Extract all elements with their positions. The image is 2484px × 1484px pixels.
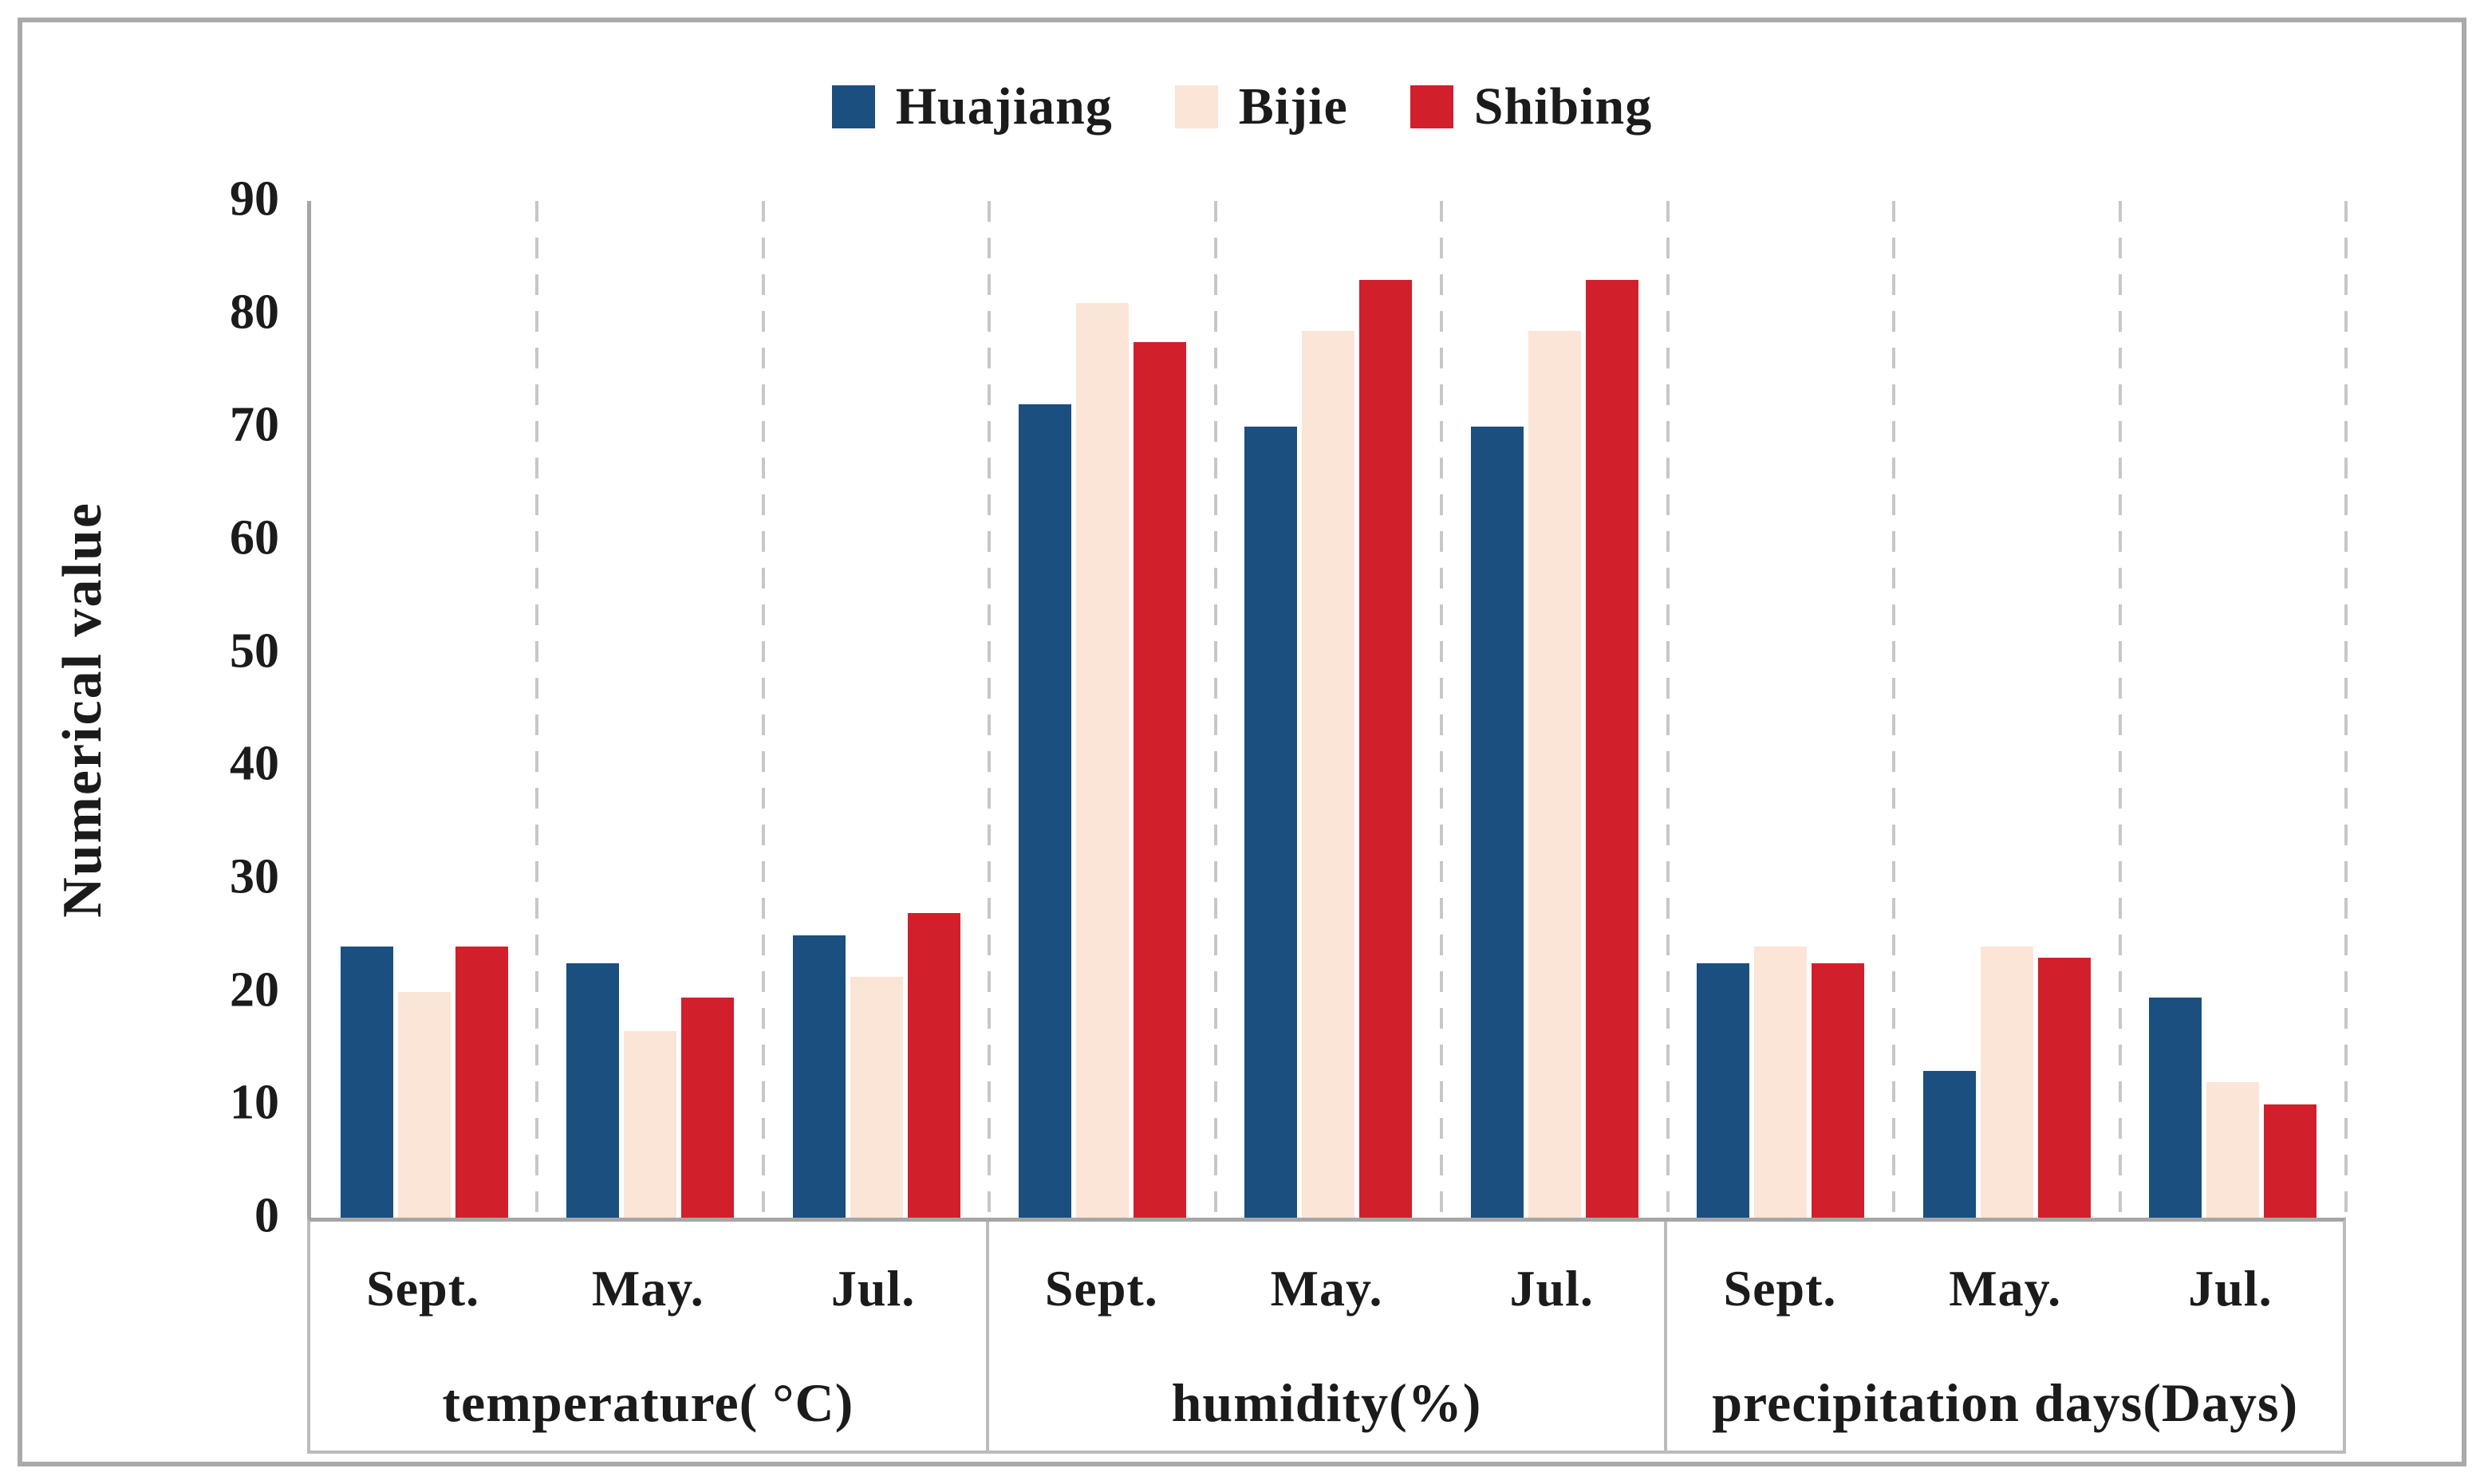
bar-cluster-may-group1 bbox=[537, 201, 763, 1218]
legend-item-huajiang: Huajiang bbox=[831, 77, 1113, 137]
vertical-dashed-gridline bbox=[1213, 201, 1217, 1218]
bar-cluster-may-group3 bbox=[1894, 201, 2119, 1218]
bar-shibing bbox=[455, 947, 508, 1218]
category-axis-table: Sept. May. Jul. temperature( °C) Sept. May. Ju… bbox=[307, 1218, 2346, 1454]
plot-area bbox=[307, 201, 2348, 1218]
legend-label-bijie: Bijie bbox=[1238, 77, 1348, 136]
group-label: humidity(%) bbox=[1171, 1372, 1482, 1433]
y-tick-label-60: 60 bbox=[230, 510, 279, 565]
month-label-may: May. bbox=[591, 1260, 704, 1317]
bar-cluster-may-group2 bbox=[1216, 201, 1441, 1218]
month-label-sept: Sept. bbox=[1044, 1260, 1158, 1317]
bar-shibing bbox=[2264, 1104, 2317, 1218]
bar-bijie bbox=[1980, 947, 2033, 1218]
month-label-row: Sept. May. Jul. bbox=[989, 1222, 1665, 1356]
bar-huajiang bbox=[1922, 1070, 1976, 1218]
vertical-dashed-gridline bbox=[988, 201, 992, 1218]
chart-outer-border bbox=[18, 18, 2466, 1466]
month-label-jul: Jul. bbox=[830, 1260, 916, 1317]
bar-huajiang bbox=[1244, 427, 1298, 1218]
y-tick-label-90: 90 bbox=[230, 171, 279, 226]
bar-shibing bbox=[1134, 342, 1187, 1218]
bar-bijie bbox=[850, 977, 903, 1218]
bar-clusters bbox=[311, 201, 2346, 1218]
bar-cluster-jul-group2 bbox=[1441, 201, 1667, 1218]
bar-shibing bbox=[1585, 280, 1638, 1218]
legend-label-shibing: Shibing bbox=[1473, 77, 1653, 136]
bar-shibing bbox=[1359, 280, 1413, 1218]
bar-shibing bbox=[1812, 963, 1865, 1218]
bar-cluster-sept-group2 bbox=[989, 201, 1215, 1218]
y-tick-label-10: 10 bbox=[230, 1075, 279, 1130]
y-tick-label-30: 30 bbox=[230, 849, 279, 904]
axis-group-1: Sept. May. Jul. temperature( °C) bbox=[310, 1222, 986, 1451]
bar-cluster-jul-group1 bbox=[763, 201, 989, 1218]
legend-item-shibing: Shibing bbox=[1410, 77, 1653, 137]
bar-huajiang bbox=[566, 963, 620, 1218]
bar-bijie bbox=[1754, 947, 1808, 1218]
month-label-sept: Sept. bbox=[1723, 1260, 1837, 1317]
month-label-row: Sept. May. Jul. bbox=[310, 1222, 986, 1356]
y-axis-tick-labels: 90 80 70 60 50 40 30 20 10 0 bbox=[104, 175, 279, 1241]
legend-item-bijie: Bijie bbox=[1174, 77, 1348, 137]
axis-group-2: Sept. May. Jul. humidity(%) bbox=[985, 1222, 1665, 1451]
bar-bijie bbox=[1528, 330, 1581, 1218]
vertical-dashed-gridline bbox=[2344, 201, 2348, 1218]
axis-group-3: Sept. May. Jul. precipitation days(Days) bbox=[1664, 1222, 2343, 1451]
y-tick-label-20: 20 bbox=[230, 962, 279, 1018]
group-label: temperature( °C) bbox=[442, 1372, 854, 1433]
month-label-may: May. bbox=[1949, 1260, 2062, 1317]
bar-huajiang bbox=[1470, 427, 1524, 1218]
group-label: precipitation days(Days) bbox=[1712, 1372, 2299, 1433]
bar-shibing bbox=[681, 997, 735, 1218]
bar-bijie bbox=[2206, 1082, 2260, 1218]
bar-huajiang bbox=[792, 935, 846, 1218]
bar-bijie bbox=[624, 1031, 677, 1218]
legend-swatch-huajiang-icon bbox=[831, 85, 875, 128]
month-label-jul: Jul. bbox=[2188, 1260, 2273, 1317]
vertical-dashed-gridline bbox=[2118, 201, 2122, 1218]
bar-huajiang bbox=[1697, 963, 1750, 1218]
vertical-dashed-gridline bbox=[535, 201, 539, 1218]
y-tick-label-70: 70 bbox=[230, 397, 279, 452]
bar-bijie bbox=[397, 991, 451, 1218]
y-tick-label-80: 80 bbox=[230, 285, 279, 340]
month-label-may: May. bbox=[1270, 1260, 1383, 1317]
bar-shibing bbox=[907, 912, 960, 1218]
y-tick-label-0: 0 bbox=[254, 1188, 279, 1243]
vertical-dashed-gridline bbox=[761, 201, 765, 1218]
legend-label-huajiang: Huajiang bbox=[895, 77, 1113, 136]
month-label-jul: Jul. bbox=[1509, 1260, 1594, 1317]
legend: Huajiang Bijie Shibing bbox=[0, 69, 2484, 145]
month-label-sept: Sept. bbox=[366, 1260, 480, 1317]
bar-cluster-sept-group1 bbox=[311, 201, 537, 1218]
legend-swatch-shibing-icon bbox=[1410, 85, 1453, 128]
bar-huajiang bbox=[340, 947, 393, 1218]
bar-huajiang bbox=[2149, 997, 2202, 1218]
vertical-dashed-gridline bbox=[1892, 201, 1896, 1218]
legend-swatch-bijie-icon bbox=[1174, 85, 1218, 128]
month-label-row: Sept. May. Jul. bbox=[1667, 1222, 2343, 1356]
bar-bijie bbox=[1302, 330, 1355, 1218]
vertical-dashed-gridline bbox=[1440, 201, 1444, 1218]
bar-cluster-sept-group3 bbox=[1668, 201, 1894, 1218]
y-tick-label-40: 40 bbox=[230, 736, 279, 791]
bar-cluster-jul-group3 bbox=[2120, 201, 2346, 1218]
y-tick-label-50: 50 bbox=[230, 624, 279, 679]
bar-bijie bbox=[1076, 302, 1130, 1218]
bar-huajiang bbox=[1019, 404, 1072, 1218]
bar-shibing bbox=[2037, 958, 2091, 1218]
vertical-dashed-gridline bbox=[1666, 201, 1670, 1218]
